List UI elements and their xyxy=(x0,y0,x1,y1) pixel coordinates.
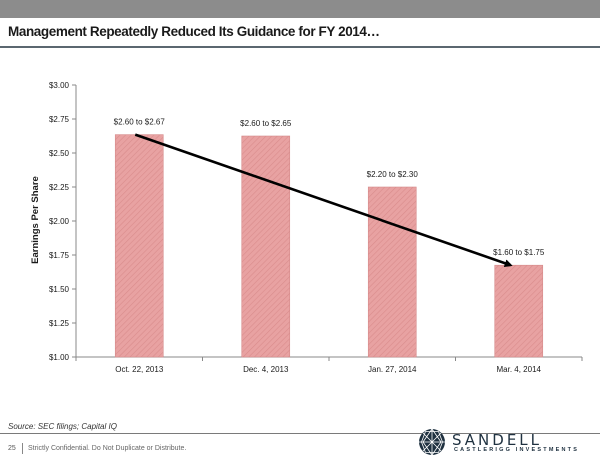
bar xyxy=(114,134,164,358)
logo-wordmark: SANDELL xyxy=(452,431,543,449)
y-axis: $1.00 $1.25 $1.50 $1.75 $2.00 $2.25 $2.50 $2.75… xyxy=(49,81,77,362)
logo-tagline: CASTLERIGG INVESTMENTS xyxy=(454,447,580,453)
y-tick-label: $1.00 xyxy=(49,353,70,362)
bar xyxy=(241,135,291,358)
x-tick-label: Oct. 22, 2013 xyxy=(115,365,164,374)
trend-arrow-line xyxy=(134,133,513,268)
page-number: 25 xyxy=(8,445,16,452)
data-label: $2.20 to $2.30 xyxy=(367,170,419,179)
eps-guidance-chart: $1.00 $1.25 $1.50 $1.75 $2.00 $2.25 $2.50 $2.75… xyxy=(30,81,583,374)
y-tick-label: $1.25 xyxy=(49,319,70,328)
y-axis-title: Earnings Per Share xyxy=(30,176,41,264)
title-divider xyxy=(0,46,600,48)
source-note: Source: SEC filings; Capital IQ xyxy=(8,422,117,431)
y-tick-label: $2.50 xyxy=(49,149,70,158)
data-label: $2.60 to $2.67 xyxy=(114,118,166,127)
x-axis: Oct. 22, 2013 Dec. 4, 2013 Jan. 27, 2014 Ma… xyxy=(75,356,583,374)
data-label: $2.60 to $2.65 xyxy=(240,119,292,128)
y-tick-label: $1.75 xyxy=(49,251,70,260)
page-number-divider xyxy=(22,443,23,454)
y-tick-label: $3.00 xyxy=(49,81,70,90)
bar xyxy=(367,186,417,358)
x-tick-label: Jan. 27, 2014 xyxy=(368,365,417,374)
sandell-globe-icon xyxy=(419,428,445,456)
bar-series xyxy=(114,134,544,358)
top-banner xyxy=(0,0,600,18)
data-label: $1.60 to $1.75 xyxy=(493,248,545,257)
confidentiality-notice: Strictly Confidential. Do Not Duplicate … xyxy=(28,445,187,452)
data-labels: $2.60 to $2.67 $2.60 to $2.65 $2.20 to $2.… xyxy=(114,118,545,258)
trend-arrow xyxy=(134,133,513,268)
y-tick-label: $2.00 xyxy=(49,217,70,226)
y-tick-label: $2.75 xyxy=(49,115,70,124)
footer-divider xyxy=(0,433,600,434)
sandell-logo: SANDELL CASTLERIGG INVESTMENTS xyxy=(416,426,592,458)
slide-title: Management Repeatedly Reduced Its Guidan… xyxy=(8,24,380,39)
y-tick-label: $2.25 xyxy=(49,183,70,192)
x-tick-label: Mar. 4, 2014 xyxy=(497,365,542,374)
bar xyxy=(494,264,544,358)
y-tick-label: $1.50 xyxy=(49,285,70,294)
x-tick-label: Dec. 4, 2013 xyxy=(243,365,289,374)
